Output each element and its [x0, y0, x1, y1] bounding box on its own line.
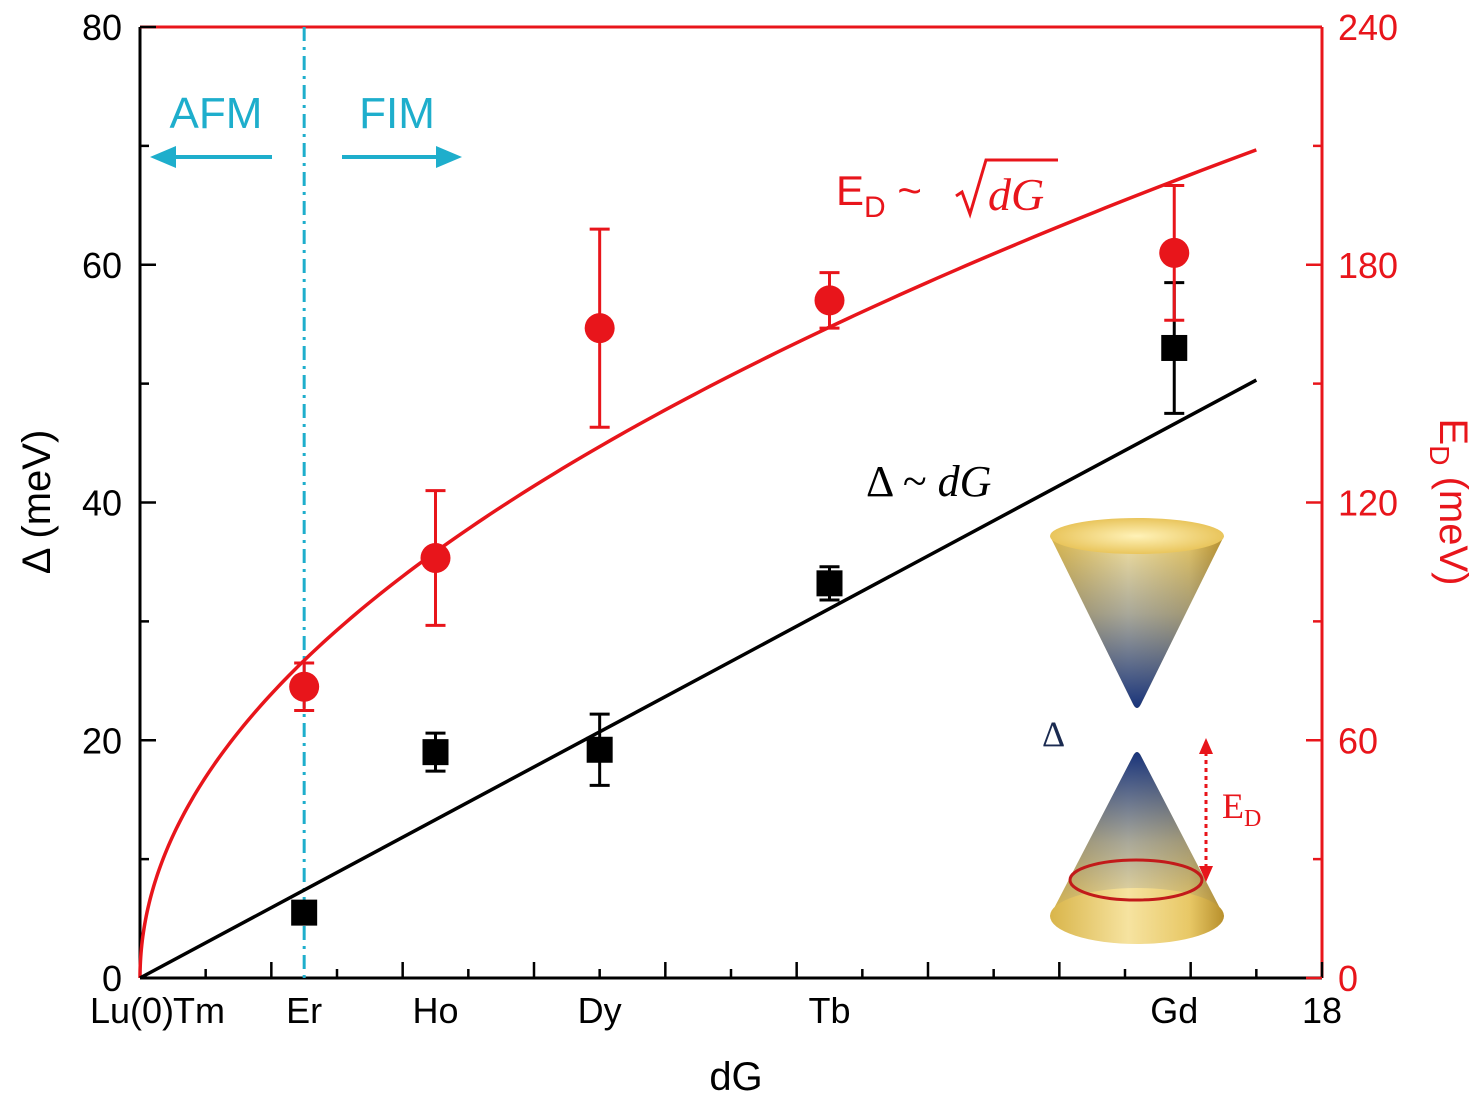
- svg-text:Δ ~ dG: Δ ~ dG: [866, 457, 991, 506]
- upper-cone: [1050, 518, 1224, 708]
- right-y-tick-marks: 0 60 120 180 240: [1306, 7, 1398, 999]
- x-tick-marks: Lu(0)Tm Er Ho Dy Tb Gd 18: [90, 962, 1342, 1031]
- inset-ed-sub: D: [1244, 806, 1261, 832]
- delta-point: [586, 736, 613, 763]
- sqrt-radical-sign: [955, 158, 1058, 219]
- dirac-cone-inset: Δ ED: [1042, 518, 1261, 944]
- x-tick-label: Er: [286, 990, 322, 1031]
- left-y-tick-label: 0: [102, 958, 122, 999]
- svg-text:ED ~: ED ~: [836, 167, 922, 224]
- delta-point: [422, 739, 449, 766]
- ed-series: [289, 184, 1190, 713]
- x-tick-label: Tb: [808, 990, 850, 1031]
- x-tick-label: Ho: [412, 990, 458, 1031]
- right-y-axis-title-main: E: [1431, 419, 1475, 446]
- x-axis-title: dG: [709, 1055, 762, 1099]
- linear-fit-label: Δ ~ dG: [866, 457, 991, 506]
- delta-point: [816, 570, 843, 597]
- left-y-tick-marks: 0 20 40 60 80: [82, 7, 156, 999]
- sqrt-fit-label-radicand: dG: [988, 169, 1044, 220]
- left-y-axis-title: Δ (meV): [15, 430, 59, 575]
- lower-cone: [1050, 752, 1224, 944]
- sqrt-fit-label: ED ~ dG: [836, 158, 1058, 224]
- ed-double-arrow: [1199, 738, 1213, 882]
- inset-ed-main: E: [1222, 786, 1244, 826]
- linear-fit-label-main: Δ ~: [866, 457, 938, 506]
- linear-fit-label-var: dG: [938, 457, 992, 506]
- sqrt-fit-label-tilde: ~: [886, 167, 922, 214]
- right-y-tick-label: 120: [1338, 483, 1398, 524]
- x-tick-label: Gd: [1150, 990, 1198, 1031]
- ed-point: [584, 313, 615, 344]
- ed-point: [289, 671, 320, 702]
- delta-series: [291, 281, 1188, 926]
- linear-fit-line: [139, 378, 1258, 980]
- right-y-tick-label: 0: [1338, 958, 1358, 999]
- right-y-axis-title-sub: D: [1424, 445, 1455, 465]
- afm-label: AFM: [170, 89, 263, 138]
- delta-point: [291, 899, 318, 926]
- delta-point: [1161, 334, 1188, 361]
- fim-label: FIM: [359, 89, 435, 138]
- left-y-tick-label: 80: [82, 7, 122, 48]
- left-y-tick-label: 20: [82, 720, 122, 761]
- ed-point: [420, 542, 451, 573]
- sqrt-fit-label-sub: D: [864, 191, 886, 224]
- x-tick-label: Tm: [173, 990, 225, 1031]
- inset-gap-label: Δ: [1042, 714, 1065, 754]
- fim-arrow: [342, 146, 462, 168]
- sqrt-fit-label-main: E: [836, 167, 864, 214]
- ed-point: [814, 285, 845, 316]
- sqrt-fit-curve: [138, 148, 1257, 979]
- right-y-tick-label: 180: [1338, 245, 1398, 286]
- right-y-tick-label: 240: [1338, 7, 1398, 48]
- ed-point: [1159, 237, 1190, 268]
- right-y-axis-title: ED (meV): [1424, 419, 1475, 586]
- left-y-tick-label: 60: [82, 245, 122, 286]
- fermi-level-ring: [1068, 858, 1204, 902]
- right-y-axis-title-unit: (meV): [1431, 465, 1475, 585]
- right-y-tick-label: 60: [1338, 720, 1378, 761]
- inset-ed-label: ED: [1222, 786, 1261, 832]
- x-tick-label: Dy: [578, 990, 622, 1031]
- x-tick-label: 18: [1302, 990, 1342, 1031]
- x-tick-label: Lu(0): [90, 990, 174, 1031]
- left-y-tick-label: 40: [82, 483, 122, 524]
- afm-arrow: [150, 146, 272, 168]
